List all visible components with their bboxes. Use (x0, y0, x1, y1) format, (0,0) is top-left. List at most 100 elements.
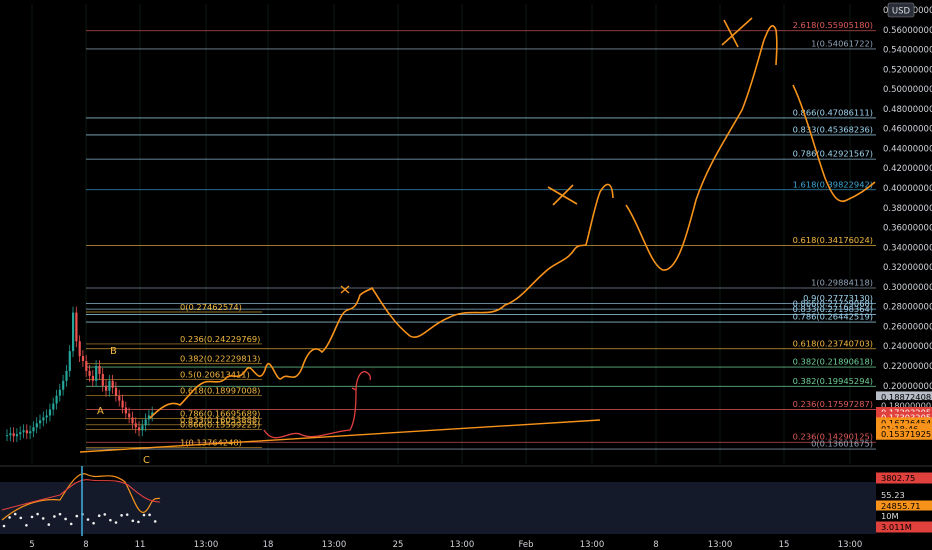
fib-level-label: 2.618(0.55905180) (793, 20, 873, 30)
y-tick-label: 0.26000000 (883, 322, 932, 332)
fib-level-label: 0.866(0.27729068) (793, 299, 873, 309)
candles: A B C (6, 306, 154, 466)
indicator-dot (69, 522, 73, 526)
x-tick-label: 25 (393, 540, 404, 550)
indicator-tag-label: 24855.71 (881, 501, 921, 511)
y-tick-label: 0.40000000 (883, 184, 932, 194)
indicator-dot (92, 521, 95, 525)
wave-label-c: C (143, 455, 150, 466)
x-mark-top (721, 17, 753, 48)
indicator-dot (47, 523, 51, 526)
candle-body (151, 412, 154, 416)
fib-left-label: 0.5(0.20613411) (180, 370, 250, 380)
indicator-tag-label: 55.23 (881, 490, 905, 500)
price-tag (876, 428, 932, 440)
fib-level-label: 0.236(0.17597287) (793, 399, 873, 409)
candle-body (108, 380, 111, 391)
y-tick-label: 0.56000000 (883, 26, 932, 36)
indicator-dot (142, 513, 146, 517)
wave-label-b: B (110, 346, 117, 357)
candle-body (105, 385, 108, 391)
indicator-dot (41, 517, 45, 520)
candle-body (9, 433, 12, 436)
candle-body (98, 366, 101, 374)
fib-left-label: 0.382(0.22229813) (180, 354, 260, 364)
y-tick-label: 0.44000000 (883, 144, 932, 154)
candle-body (85, 361, 88, 371)
fib-level-label: 0.866(0.47086111) (793, 107, 873, 117)
fib-left-label: 1(0.13764248) (180, 437, 242, 447)
fib-level-label: 0.9(0.27773130) (803, 293, 873, 303)
fib-left-label: 0(0.27462574) (180, 302, 242, 312)
x-tick-label: 13:00 (194, 540, 219, 550)
candle-body (6, 435, 9, 437)
fib-level-label: 0.618(0.34176024) (793, 235, 873, 245)
fib-levels-left: 0(0.27462574) 0.236(0.24229769) 0.382(0.22… (86, 302, 262, 448)
price-tag (876, 400, 932, 412)
price-tag-label: 0.16726454 (881, 418, 931, 428)
x-tick-label: Feb (518, 540, 533, 550)
y-tick-label: 0.32000000 (883, 263, 932, 273)
candle-body (15, 434, 19, 437)
price-tag (876, 417, 932, 429)
fib-left-label: 0.236(0.24229769) (180, 334, 260, 344)
y-tick-label: 0.22000000 (883, 362, 932, 372)
price-axis[interactable]: 0.580000000.560000000.540000000.52000000… (878, 0, 932, 550)
fib-level-label: 0.382(0.21890618) (793, 357, 873, 367)
candle-body (72, 312, 75, 352)
indicator-dot (97, 514, 101, 517)
candle-body (147, 415, 151, 420)
indicator-dot (137, 520, 140, 524)
indicator-tag-label: 10M (881, 511, 899, 521)
price-tag (876, 391, 932, 403)
fib-level-label: 0.833(0.27198364) (793, 304, 873, 314)
y-tick-label: 0.36000000 (883, 224, 932, 234)
candle-body (134, 423, 137, 428)
fib-level-label: 1(0.54061722) (811, 38, 873, 48)
indicator-dot (30, 515, 34, 519)
fib-left-label: 0.618(0.18997008) (180, 386, 260, 396)
fib-level-label: 0.833(0.45368236) (793, 124, 873, 134)
price-tags: 0.188724080.180000000.173032050.17303205… (876, 391, 932, 440)
fib-level-label: 0.382(0.19945294) (793, 376, 873, 386)
projection-path (149, 25, 876, 419)
indicator-tag (876, 489, 932, 501)
y-tick-label: 0.50000000 (883, 85, 932, 95)
indicator-dot (153, 520, 157, 523)
x-tick-label: 11 (135, 540, 146, 550)
indicator-dot (8, 516, 11, 519)
time-axis[interactable]: 5 8 11 13:00 18 13:00 25 13:00 Feb 13:00 8 13:00 15 1… (0, 536, 932, 550)
candle-body (52, 403, 55, 410)
y-tick-label: 0.24000000 (883, 342, 932, 352)
y-tick-label: 0.42000000 (883, 164, 932, 174)
y-tick-label: 0.48000000 (883, 105, 932, 115)
candle-body (19, 432, 22, 435)
x-tick-label: 18 (263, 540, 274, 550)
candle-body (138, 427, 141, 431)
candle-body (68, 351, 71, 371)
time-axis-bg (0, 536, 932, 550)
x-tick-label: 13:00 (322, 540, 347, 550)
candle-body (58, 389, 61, 396)
indicator-tag (876, 510, 932, 522)
indicator-tag (876, 521, 932, 533)
candle-body (141, 425, 144, 431)
candle-body (78, 341, 81, 357)
currency-label: USD (892, 7, 911, 17)
candle-body (55, 395, 58, 404)
candle-body (95, 366, 98, 381)
indicator-dot (53, 515, 56, 518)
indicator-dot (58, 512, 62, 516)
x-mark-small (340, 285, 350, 294)
candle-body (45, 415, 48, 418)
candle-body (101, 373, 104, 386)
indicator-dot (13, 512, 17, 516)
currency-badge[interactable]: USD (887, 2, 915, 18)
trendline-yellow (79, 419, 601, 453)
candle-body (121, 400, 124, 408)
fib-level-label: 0.786(0.42921567) (793, 149, 873, 159)
indicator-line-orange (1, 473, 161, 521)
y-tick-label: 0.20000000 (883, 382, 932, 392)
